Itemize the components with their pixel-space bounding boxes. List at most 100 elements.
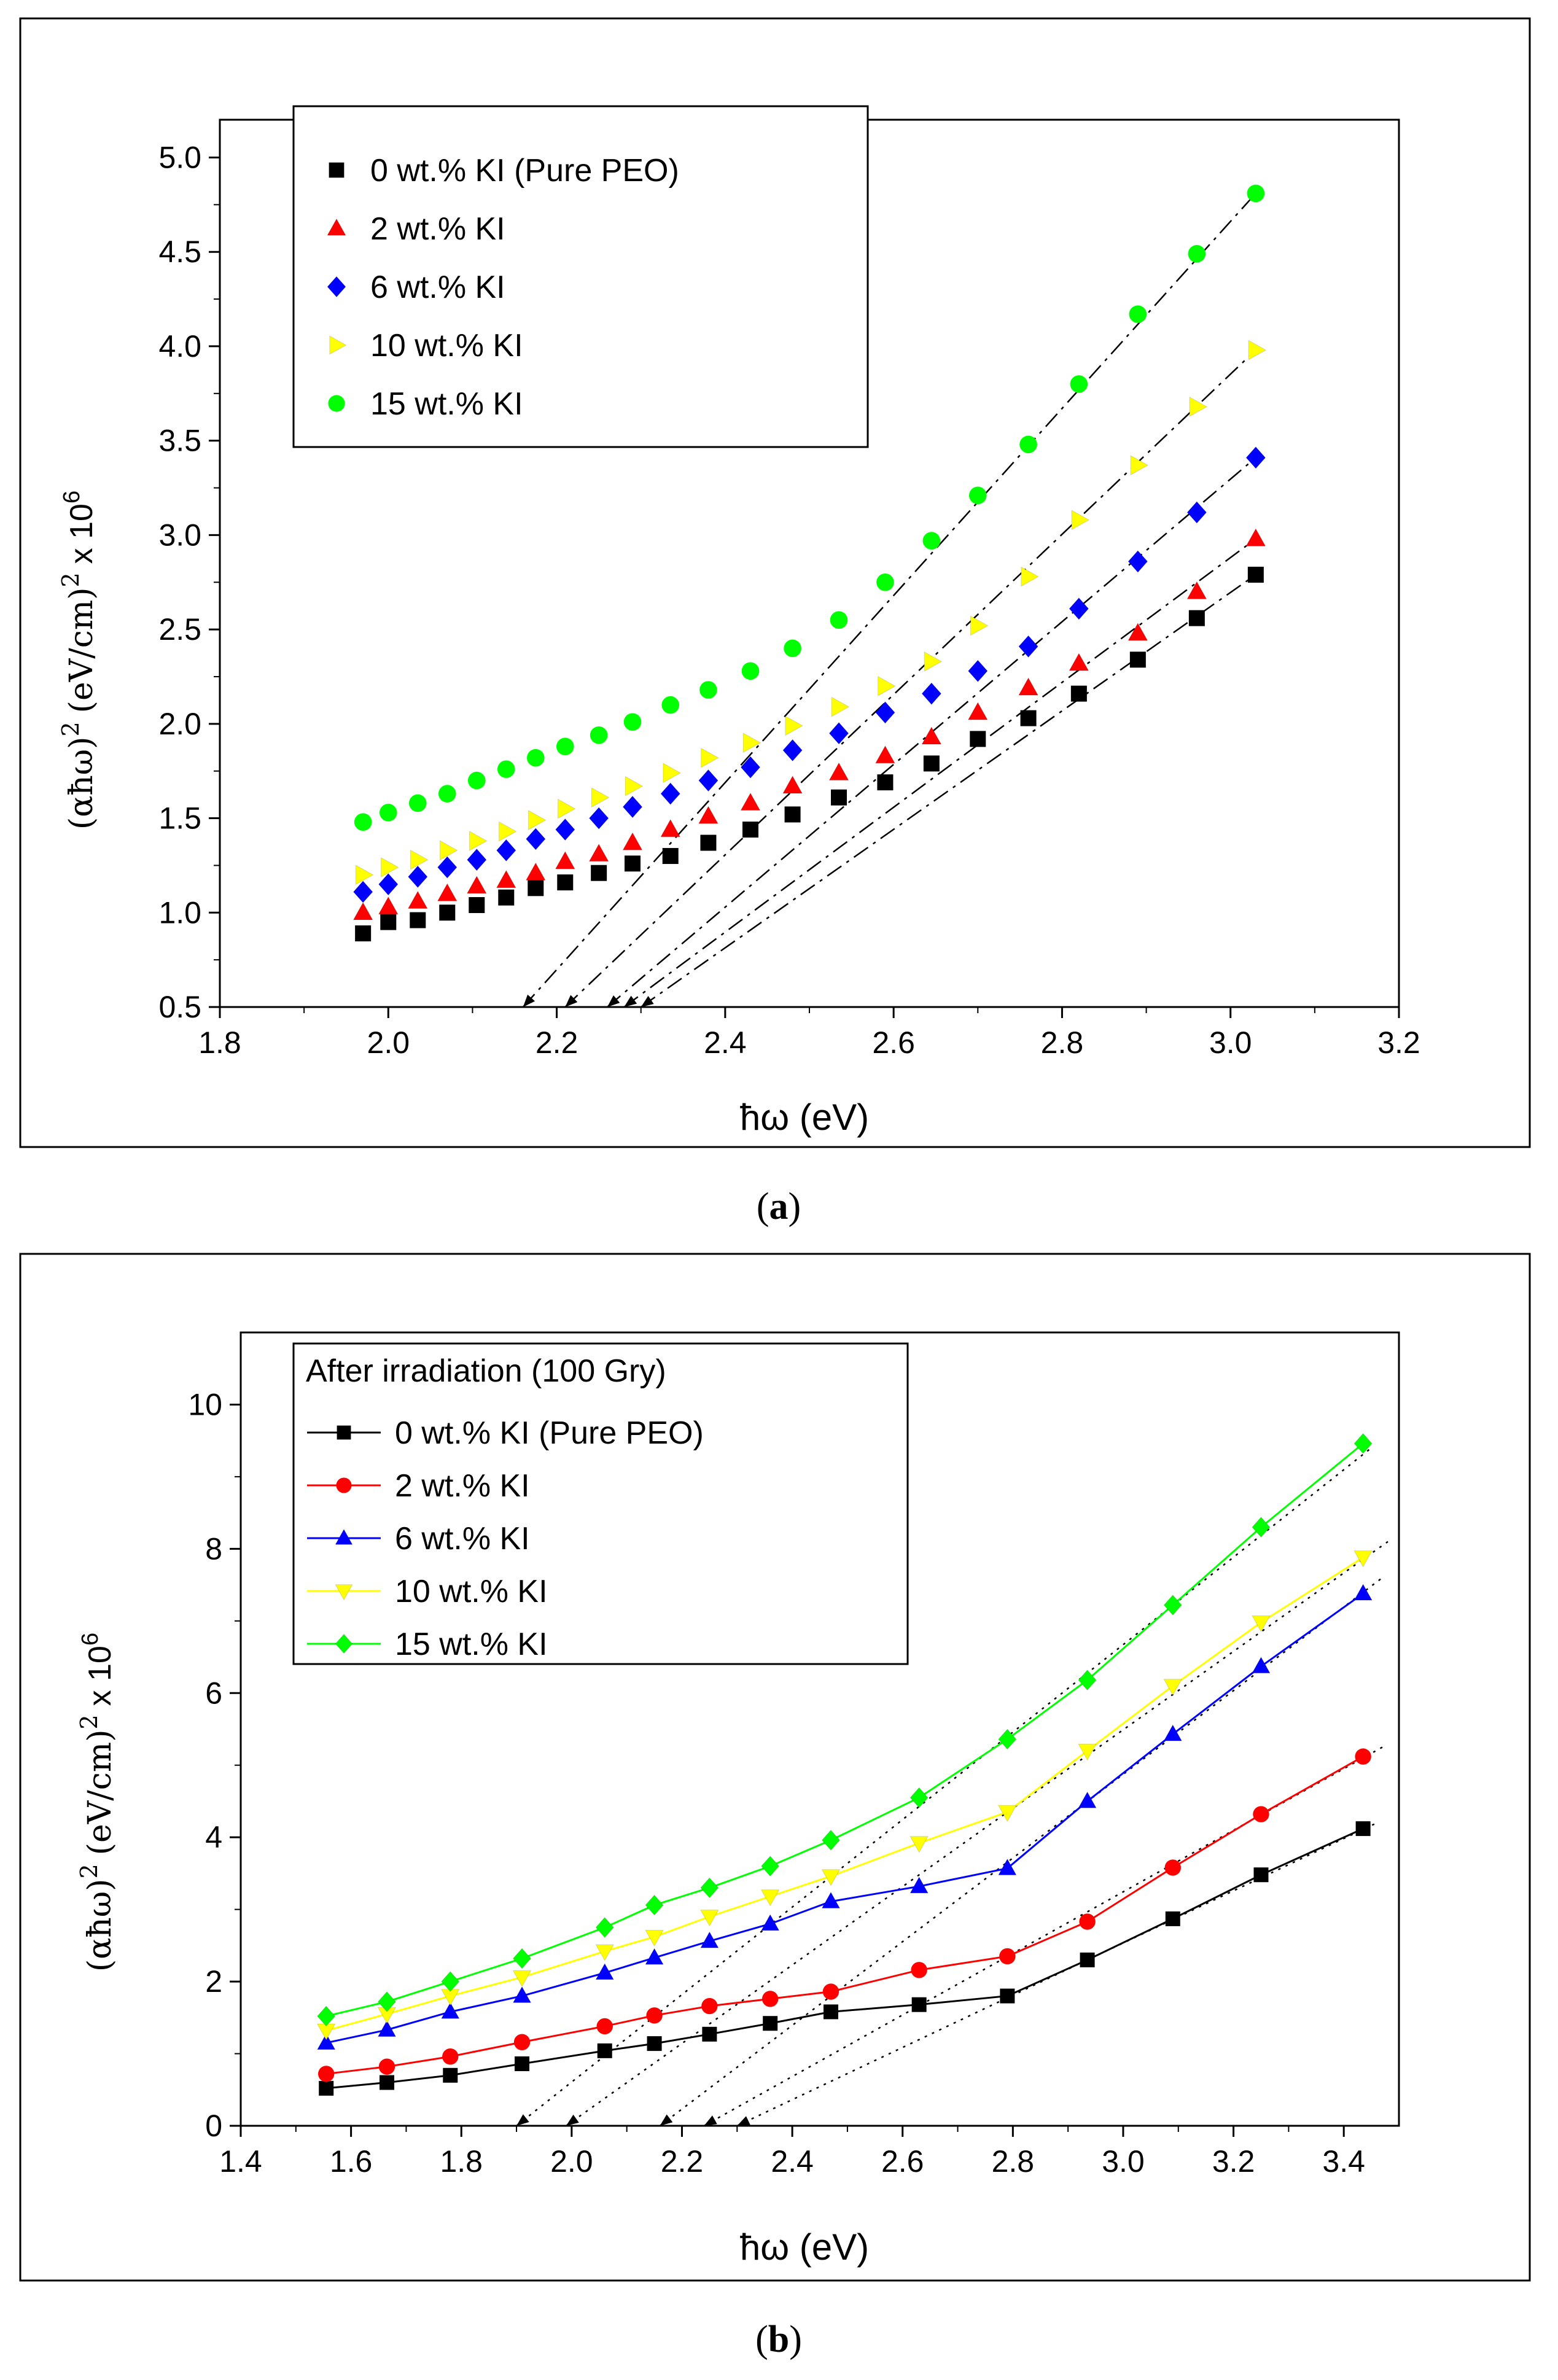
data-point xyxy=(831,696,850,717)
data-point xyxy=(354,813,372,831)
data-point xyxy=(740,792,761,811)
y-tick-label: 3.5 xyxy=(158,424,201,458)
fit-arrow xyxy=(737,2116,750,2126)
data-point xyxy=(526,828,546,850)
data-point xyxy=(1186,581,1207,599)
data-point xyxy=(1188,244,1206,263)
data-point xyxy=(698,806,719,824)
data-point xyxy=(1245,446,1266,469)
data-point xyxy=(967,702,988,720)
fit-arrow xyxy=(565,995,578,1007)
data-point xyxy=(1128,622,1148,641)
x-tick-label: 2.6 xyxy=(881,2144,924,2179)
data-point xyxy=(316,2032,336,2050)
data-point xyxy=(1245,528,1266,546)
data-point xyxy=(512,1970,532,1988)
data-point xyxy=(784,639,801,658)
data-point xyxy=(821,1869,841,1886)
data-point xyxy=(1000,1988,1015,2004)
data-point xyxy=(740,756,761,779)
data-point xyxy=(558,798,576,819)
data-point xyxy=(1018,635,1038,658)
x-tick-label: 3.0 xyxy=(1102,2144,1145,2179)
legend-marker xyxy=(327,276,346,298)
data-point xyxy=(497,760,515,778)
data-point xyxy=(319,2080,334,2096)
data-point xyxy=(378,896,399,915)
x-tick-label: 2.8 xyxy=(992,2144,1035,2179)
data-point xyxy=(595,1962,614,1980)
data-point xyxy=(924,651,943,672)
data-point xyxy=(909,1787,929,1808)
fit-line xyxy=(640,574,1256,1008)
data-point xyxy=(1078,1743,1097,1761)
data-point xyxy=(441,2002,460,2019)
data-point xyxy=(828,762,849,780)
data-point xyxy=(1253,1867,1269,1883)
data-point xyxy=(647,2036,662,2051)
data-point xyxy=(760,1914,780,1931)
data-point xyxy=(828,721,849,745)
y-tick-label: 2.0 xyxy=(158,707,201,741)
data-point xyxy=(700,834,717,851)
data-point xyxy=(513,2034,531,2050)
legend-label: 0 wt.% KI (Pure PEO) xyxy=(370,153,679,189)
data-point xyxy=(909,1836,929,1853)
legend-title: After irradiation (100 Gry) xyxy=(306,1353,666,1389)
data-point xyxy=(1078,1670,1097,1691)
data-point xyxy=(999,1948,1016,1965)
data-point xyxy=(1163,1724,1183,1741)
data-point xyxy=(645,1948,664,1965)
data-point xyxy=(557,874,574,891)
plot-area xyxy=(240,1331,1400,2127)
fit-arrow xyxy=(523,994,536,1007)
data-point xyxy=(660,782,680,805)
data-point xyxy=(1069,653,1089,671)
data-point xyxy=(1248,340,1267,360)
legend-marker xyxy=(329,162,345,178)
data-point xyxy=(782,739,803,762)
data-point xyxy=(1070,685,1087,702)
data-point xyxy=(380,914,397,930)
y-tick-label: 4.5 xyxy=(158,235,201,269)
fit-arrow xyxy=(641,995,654,1007)
legend xyxy=(292,105,869,448)
panel-a: 1.8 2.0 2.2 2.4 2.6 2.8 3.0 3.2 0.5 1.0 1.5 2.0 2.5 3… xyxy=(19,17,1531,1227)
data-point xyxy=(701,747,719,768)
data-point xyxy=(439,904,456,921)
data-point xyxy=(782,776,803,794)
data-point xyxy=(588,843,609,862)
data-point xyxy=(526,749,545,767)
data-point xyxy=(742,733,761,753)
data-point xyxy=(823,2004,838,2020)
data-point xyxy=(443,2067,458,2083)
data-point xyxy=(496,869,516,889)
data-point xyxy=(1071,510,1090,531)
data-point xyxy=(622,832,643,850)
panel-b-xlabel: ħω (eV) xyxy=(740,2226,869,2268)
data-point xyxy=(381,857,399,877)
data-point xyxy=(438,785,456,803)
data-point xyxy=(1186,501,1207,524)
data-point xyxy=(663,763,681,784)
y-tick-label: 10 xyxy=(188,1387,222,1421)
data-point xyxy=(467,771,486,790)
data-point xyxy=(700,1931,719,1948)
data-point xyxy=(821,1891,841,1909)
legend-label: 2 wt.% KI xyxy=(370,211,505,247)
x-tick-label: 1.4 xyxy=(219,2144,262,2179)
data-point xyxy=(410,912,426,928)
fit-arrow xyxy=(607,995,620,1007)
series-line xyxy=(326,1756,1364,2075)
data-point xyxy=(1188,610,1205,626)
data-point xyxy=(528,810,547,831)
data-point xyxy=(410,849,429,870)
data-point xyxy=(645,1929,664,1947)
legend-marker xyxy=(335,1528,353,1545)
data-point xyxy=(591,787,610,808)
data-point xyxy=(763,2016,778,2031)
data-point xyxy=(875,701,895,724)
data-point xyxy=(1164,1859,1181,1876)
y-tick-label: 2.5 xyxy=(158,612,201,647)
